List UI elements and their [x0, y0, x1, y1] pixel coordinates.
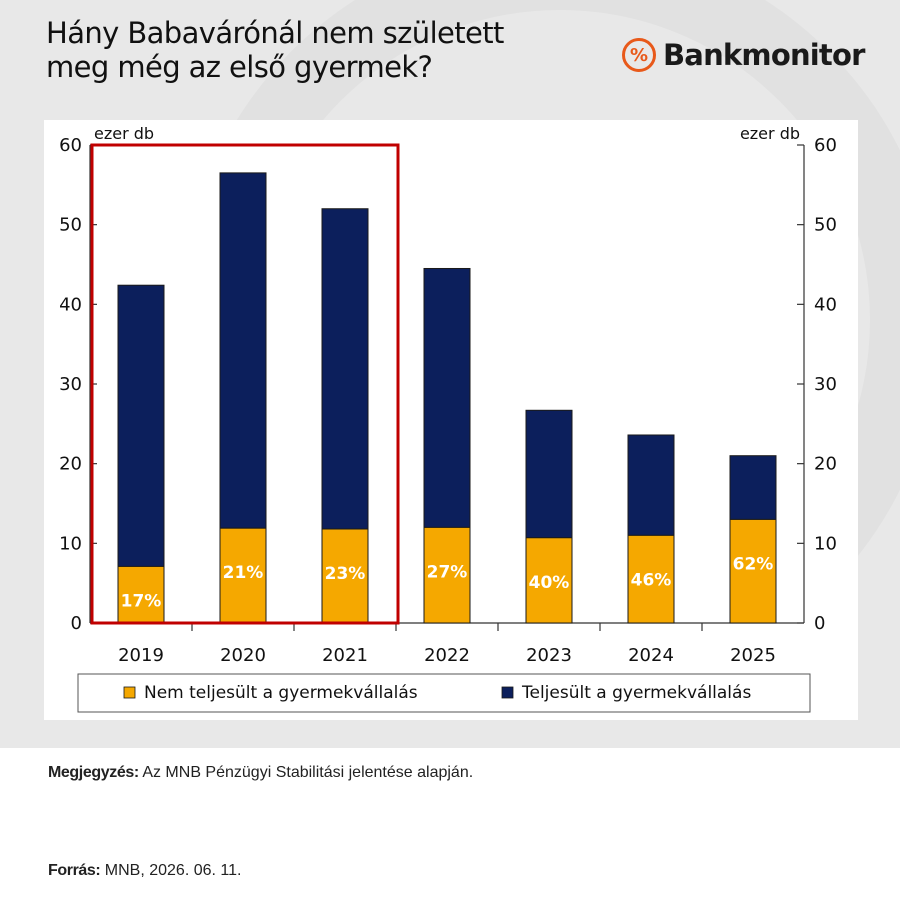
bar-not-fulfilled-2021	[321, 528, 369, 624]
bar-not-fulfilled-2022	[423, 526, 471, 624]
bar-percent-label-2021: 23%	[325, 564, 366, 584]
x-tick-label-2022: 2022	[424, 645, 470, 666]
source-line: Forrás: MNB, 2026. 06. 11.	[48, 862, 241, 880]
bar-fulfilled-2022	[423, 267, 471, 528]
bar-fulfilled-2019	[117, 284, 165, 567]
footnote-label: Megjegyzés:	[48, 764, 139, 781]
x-tick-label-2023: 2023	[526, 645, 572, 666]
y-tick-label-left: 40	[59, 294, 82, 315]
bar-not-fulfilled-2025	[729, 518, 777, 624]
brand-logo: % Bankmonitor	[622, 37, 865, 73]
y-tick-label-left: 20	[59, 454, 82, 475]
bar-fulfilled-2024	[627, 434, 675, 536]
footnote-text: Az MNB Pénzügyi Stabilitási jelentése al…	[138, 764, 474, 781]
y-unit-label-right: ezer db	[740, 124, 800, 143]
bar-percent-label-2020: 21%	[223, 563, 264, 583]
y-unit-label-left: ezer db	[94, 124, 154, 143]
bar-not-fulfilled-2024	[627, 534, 675, 624]
title-line-1: Hány Babavárónál nem született	[46, 16, 504, 50]
y-tick-label-left: 10	[59, 533, 82, 554]
legend-box	[77, 673, 811, 713]
y-tick-label-left: 30	[59, 374, 82, 395]
y-tick-label-right: 60	[814, 135, 837, 156]
highlight-box	[90, 143, 400, 625]
bar-percent-label-2019: 17%	[121, 592, 162, 612]
legend-swatch-fulfilled	[501, 686, 514, 699]
y-tick-label-left: 60	[59, 135, 82, 156]
bar-fulfilled-2025	[729, 455, 777, 520]
bar-percent-label-2024: 46%	[631, 570, 672, 590]
x-tick-label-2019: 2019	[118, 645, 164, 666]
bar-percent-label-2025: 62%	[733, 554, 774, 574]
x-tick-label-2020: 2020	[220, 645, 266, 666]
x-tick-label-2021: 2021	[322, 645, 368, 666]
y-tick-label-right: 40	[814, 294, 837, 315]
y-tick-label-left: 50	[59, 215, 82, 236]
page-title: Hány Babavárónál nem született meg még a…	[46, 16, 606, 84]
bar-not-fulfilled-2023	[525, 537, 573, 624]
title-line-2: meg még az első gyermek?	[46, 50, 433, 84]
bar-fulfilled-2020	[219, 172, 267, 529]
chart-area-background: Hány Babavárónál nem született meg még a…	[0, 0, 900, 748]
legend-label-not-fulfilled: Nem teljesült a gyermekvállalás	[144, 683, 418, 703]
x-tick-label-2025: 2025	[730, 645, 776, 666]
x-tick-label-2024: 2024	[628, 645, 674, 666]
y-tick-label-right: 20	[814, 454, 837, 475]
chart-panel: 0 0 10 10 20 20 30 30 40 40 50 50 60 60 ezer db ezer db…	[44, 120, 858, 720]
legend-swatch-not-fulfilled	[123, 686, 136, 699]
percent-icon: %	[622, 38, 656, 72]
bar-fulfilled-2021	[321, 208, 369, 530]
bar-percent-label-2022: 27%	[427, 562, 468, 582]
y-tick-label-left: 0	[71, 613, 82, 634]
bar-fulfilled-2023	[525, 409, 573, 539]
bar-percent-label-2023: 40%	[529, 573, 570, 593]
logo-text: Bankmonitor	[663, 38, 865, 72]
y-tick-label-right: 0	[814, 613, 825, 634]
source-text: MNB, 2026. 06. 11.	[100, 862, 242, 879]
source-label: Forrás:	[48, 862, 101, 879]
footnote: Megjegyzés: Az MNB Pénzügyi Stabilitási …	[48, 764, 473, 782]
y-tick-label-right: 50	[814, 215, 837, 236]
legend-label-fulfilled: Teljesült a gyermekvállalás	[521, 683, 751, 703]
y-tick-label-right: 30	[814, 374, 837, 395]
y-tick-label-right: 10	[814, 533, 837, 554]
